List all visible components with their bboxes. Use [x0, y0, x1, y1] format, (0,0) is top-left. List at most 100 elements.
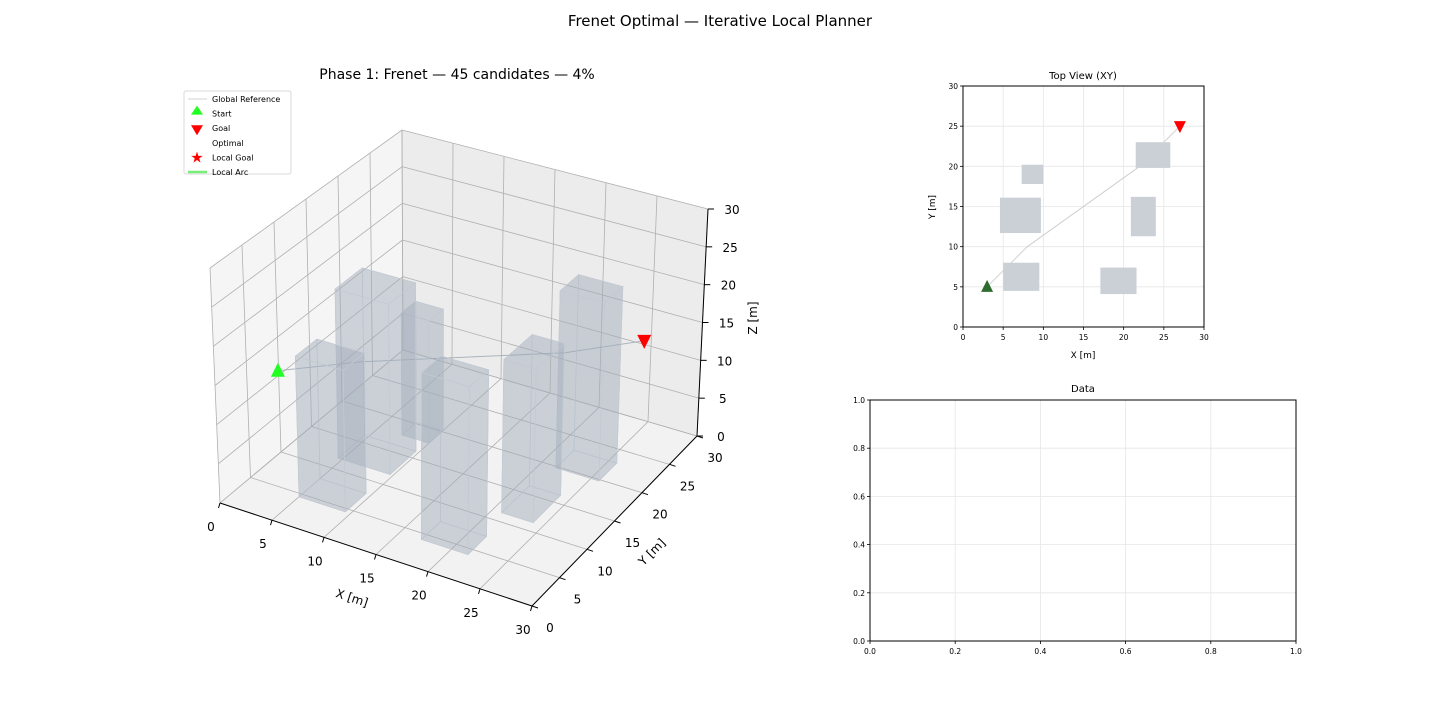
z-tick-label: 20	[721, 279, 736, 293]
top-view-axes: 0 5 10 15 20 25 30 0 5 10 15 20 25 30 X [m] Y [m]	[928, 82, 1209, 361]
x-tick	[374, 554, 377, 560]
x-tick-label: 0.6	[1120, 647, 1132, 656]
x-tick-label: 25	[463, 606, 478, 620]
obstacle-face	[559, 274, 624, 304]
obstacle-rect	[1135, 142, 1171, 168]
y-tick-label: 30	[707, 451, 722, 465]
obstacle-face	[334, 267, 417, 305]
legend-entry: Local Arc	[188, 168, 248, 177]
x-tick-label: 0.0	[864, 647, 876, 656]
y-tick	[641, 492, 649, 496]
legend-entry: Global Reference	[188, 95, 280, 104]
legend-entry: Start	[191, 105, 232, 119]
legend-label: Local Goal	[212, 153, 254, 162]
legend-label: Optimal	[212, 139, 244, 148]
obstacle-face	[294, 355, 346, 513]
y-tick-label: 10	[948, 243, 958, 252]
x-tick	[478, 588, 481, 594]
y-tick-label: 10	[597, 564, 612, 578]
y-tick	[669, 463, 676, 467]
z-tick-label: 30	[724, 203, 739, 217]
y-tick-label: 0	[546, 621, 554, 635]
obstacle-face	[503, 334, 566, 370]
y-tick-label: 0.2	[853, 589, 865, 598]
goal-marker	[1173, 121, 1186, 134]
data-panel-title: Data	[1071, 384, 1095, 395]
obstacle-face	[400, 300, 445, 322]
3d-plot-title: Phase 1: Frenet — 45 candidates — 4%	[319, 67, 594, 83]
obstacle-face	[420, 355, 490, 388]
x-tick-label: 30	[1199, 333, 1209, 342]
x-tick-label: 10	[307, 554, 322, 568]
obstacle-box	[555, 273, 624, 482]
x-tick	[270, 520, 273, 526]
3d-axes: 0 5 10 15 20 25 30 0 5 10 15 20 25 30 0 5 10 15 20 25 30 X [m…	[207, 129, 760, 637]
left-gridline	[211, 166, 403, 308]
z-tick-label: 15	[719, 317, 734, 331]
y-tick-label: 0.0	[853, 637, 865, 646]
legend-label: Local Arc	[212, 168, 248, 177]
x-tick-label: 20	[411, 589, 426, 603]
x-tick-label: 10	[1039, 333, 1049, 342]
figure-suptitle: Frenet Optimal — Iterative Local Planner	[568, 12, 873, 30]
y-tick-label: 0.8	[853, 444, 865, 453]
y-tick-label: 15	[948, 203, 958, 212]
back-gridline	[402, 166, 707, 248]
y-tick-label: 25	[680, 479, 695, 493]
top-view-title: Top View (XY)	[1048, 71, 1117, 82]
obstacle-face	[501, 359, 537, 524]
x-tick-label: 30	[515, 623, 530, 637]
y-tick-label: 0.6	[853, 492, 865, 501]
x-tick-label: 0	[207, 520, 215, 534]
x-tick-label: 20	[1119, 333, 1129, 342]
z-tick-label: 0	[717, 430, 725, 444]
legend-label: Goal	[212, 124, 230, 133]
axes-frame	[869, 399, 1297, 642]
obstacle-rect	[1021, 164, 1044, 185]
obstacle-face	[421, 372, 470, 556]
y-axis-label: Y [m]	[928, 195, 938, 220]
x-axis-label: X [m]	[1071, 351, 1096, 361]
z-tick-label: 10	[717, 354, 732, 368]
star-icon: ★	[190, 148, 203, 166]
legend-label: Global Reference	[212, 95, 280, 104]
x-tick-label: 0	[961, 333, 966, 342]
x-tick	[322, 537, 325, 543]
z-tick-label: 5	[719, 392, 727, 406]
y-tick	[614, 520, 621, 524]
back-pane	[402, 130, 708, 436]
x-tick-label: 0.4	[1034, 647, 1046, 656]
left-gridline	[209, 129, 403, 269]
obstacle-face	[388, 282, 417, 476]
global-reference-line	[277, 340, 645, 372]
x-tick	[530, 605, 533, 612]
start-marker	[270, 362, 285, 377]
y-tick	[559, 577, 566, 581]
x-tick-label: 1.0	[1290, 647, 1302, 656]
x-tick	[426, 571, 429, 577]
axes-frame	[962, 85, 1205, 328]
floor-gridline	[402, 349, 698, 437]
global-reference-line	[986, 125, 1181, 288]
obstacle-rect	[1003, 262, 1040, 291]
obstacle-face	[342, 352, 367, 513]
obstacle-box	[334, 267, 417, 476]
legend-entry: Optimal	[212, 139, 244, 148]
y-tick-label: 25	[948, 122, 958, 131]
y-tick-label: 0.4	[853, 541, 865, 550]
triangle-up-icon	[191, 105, 203, 115]
plot-area	[870, 400, 1296, 641]
x-tick-label: 0.8	[1205, 647, 1217, 656]
obstacle-face	[467, 369, 490, 556]
x-tick-label: 5	[259, 537, 267, 551]
y-tick-label: 30	[948, 82, 958, 91]
obstacle-face	[532, 342, 565, 524]
obstacle-box	[501, 333, 566, 524]
obstacle-box	[400, 300, 445, 444]
z-tick-label: 25	[723, 241, 738, 255]
left-gridline	[401, 129, 404, 351]
x-tick-label: 5	[1001, 333, 1006, 342]
data-axes: 0.0 0.2 0.4 0.6 0.8 1.0 0.0 0.2 0.4 0.6 0.8 1.0	[853, 396, 1302, 656]
y-tick-label: 1.0	[853, 396, 865, 405]
y-tick-label: 0	[953, 323, 958, 332]
